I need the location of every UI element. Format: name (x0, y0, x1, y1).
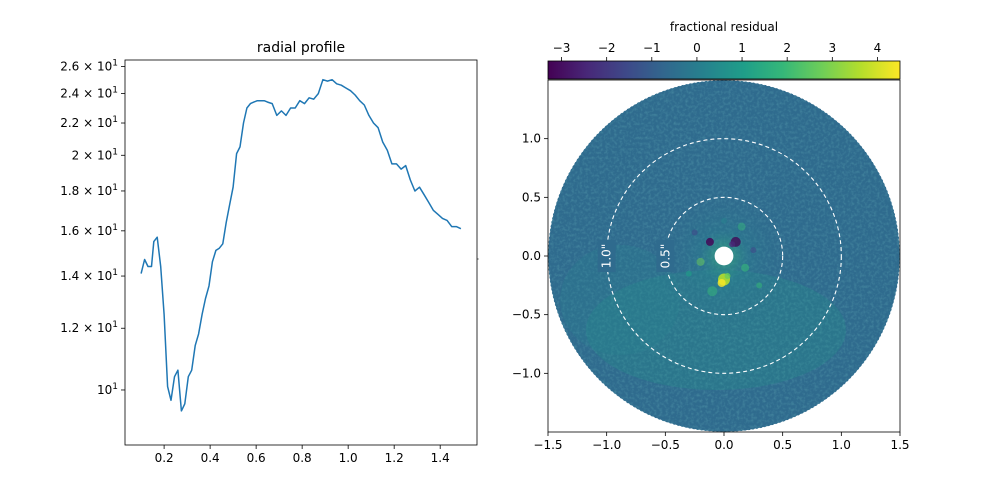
residual-spot (756, 282, 763, 289)
map-x-tick-label: −1.0 (592, 438, 621, 452)
left-x-tick-label: 0.4 (201, 451, 220, 465)
map-x-tick-label: 0.0 (714, 438, 733, 452)
residual-spot (729, 241, 736, 248)
colorbar-tick-label: 1 (738, 41, 746, 55)
colorbar-tick-label: 3 (828, 41, 836, 55)
left-axis-edge-mark: · (477, 255, 480, 264)
residual-spot (696, 257, 705, 266)
residual-south-west-excess (560, 245, 680, 355)
left-y-tick-label: 1.4 × 101 (60, 268, 118, 283)
contour-label: 1.0" (600, 244, 614, 269)
left-y-tick-label: 1.8 × 101 (60, 183, 118, 198)
colorbar-tick-label: 0 (693, 41, 701, 55)
residual-map-panel: fractional residual −3 −2 −1 0 1 2 3 4 0.5" 1.0"… (512, 20, 910, 452)
map-y-tick-label: 0.0 (522, 249, 541, 263)
radius-contours: 0.5" 1.0" (597, 138, 842, 374)
map-x-tick-label: 0.5 (773, 438, 792, 452)
left-x-tick-label: 1.0 (339, 451, 358, 465)
map-x-tick-label: −1.5 (533, 438, 562, 452)
left-x-tick-label: 0.8 (293, 451, 312, 465)
left-x-tick-label: 0.6 (247, 451, 266, 465)
map-y-tick-label: −1.0 (512, 366, 541, 380)
left-x-tick-label: 0.2 (155, 451, 174, 465)
left-y-tick-label: 2.2 × 101 (60, 115, 118, 130)
colorbar-tick-label: −1 (643, 41, 661, 55)
left-y-tick-label: 101 (97, 382, 118, 397)
colorbar-tick-label: 4 (874, 41, 882, 55)
map-x-tick-label: 1.5 (890, 438, 909, 452)
profile-line-series (140, 78, 462, 412)
residual-spot (721, 217, 727, 224)
colorbar: fractional residual −3 −2 −1 0 1 2 3 4 (547, 20, 901, 80)
left-x-tick-label: 1.2 (385, 451, 404, 465)
map-x-axis: −1.5 −1.0 −0.5 0.0 0.5 1.0 1.5 (533, 432, 910, 452)
residual-southern-excess (586, 270, 846, 390)
map-x-tick-label: 1.0 (832, 438, 851, 452)
map-y-tick-label: −0.5 (512, 308, 541, 322)
left-y-axis: 101 1.2 × 101 1.4 × 101 1.6 × 101 1.8 × 101 2… (60, 58, 125, 397)
map-y-axis: −1.0 −0.5 0.0 0.5 1.0 (512, 132, 548, 380)
left-x-tick-label: 1.4 (431, 451, 450, 465)
residual-spot (717, 278, 726, 287)
contour-label: 0.5" (658, 244, 672, 269)
residual-inner-structure (685, 217, 763, 297)
map-x-tick-label: −0.5 (651, 438, 680, 452)
inner-mask (714, 246, 734, 266)
residual-spot (750, 247, 757, 254)
residual-spot (741, 263, 750, 272)
left-plot-area (140, 78, 462, 412)
map-y-tick-label: 0.5 (522, 190, 541, 204)
colorbar-tick-label: 2 (783, 41, 791, 55)
residual-spot (685, 270, 692, 277)
colorbar-label: fractional residual (670, 20, 778, 34)
radial-profile-panel: radial profile 0.2 0.4 0.6 0.8 1.0 1.2 1.4 101… (60, 40, 479, 465)
left-axes-frame (124, 59, 478, 446)
contour-label-gap (656, 240, 675, 272)
residual-spot (691, 229, 698, 236)
contour-label-gap (597, 240, 616, 272)
left-y-tick-label: 1.2 × 101 (60, 320, 118, 335)
contour-circle (606, 138, 842, 374)
colorbar-ticks: −3 −2 −1 0 1 2 3 4 (553, 41, 882, 61)
residual-map-image: 0.5" 1.0" (547, 79, 901, 433)
residual-spot (705, 237, 714, 246)
colorbar-tick-label: −2 (598, 41, 616, 55)
left-y-tick-label: 2.4 × 101 (60, 86, 118, 101)
left-x-axis: 0.2 0.4 0.6 0.8 1.0 1.2 1.4 (155, 445, 450, 465)
residual-spot (737, 222, 746, 231)
residual-spot (707, 286, 718, 297)
colorbar-tick-label: −3 (553, 41, 571, 55)
residual-spot (724, 272, 731, 279)
left-y-tick-label: 1.6 × 101 (60, 223, 118, 238)
left-y-tick-label: 2 × 101 (72, 147, 118, 162)
left-chart-title: radial profile (257, 40, 345, 56)
colorbar-gradient (547, 60, 901, 80)
map-y-tick-label: 1.0 (522, 132, 541, 146)
left-y-tick-label: 2.6 × 101 (60, 58, 118, 73)
